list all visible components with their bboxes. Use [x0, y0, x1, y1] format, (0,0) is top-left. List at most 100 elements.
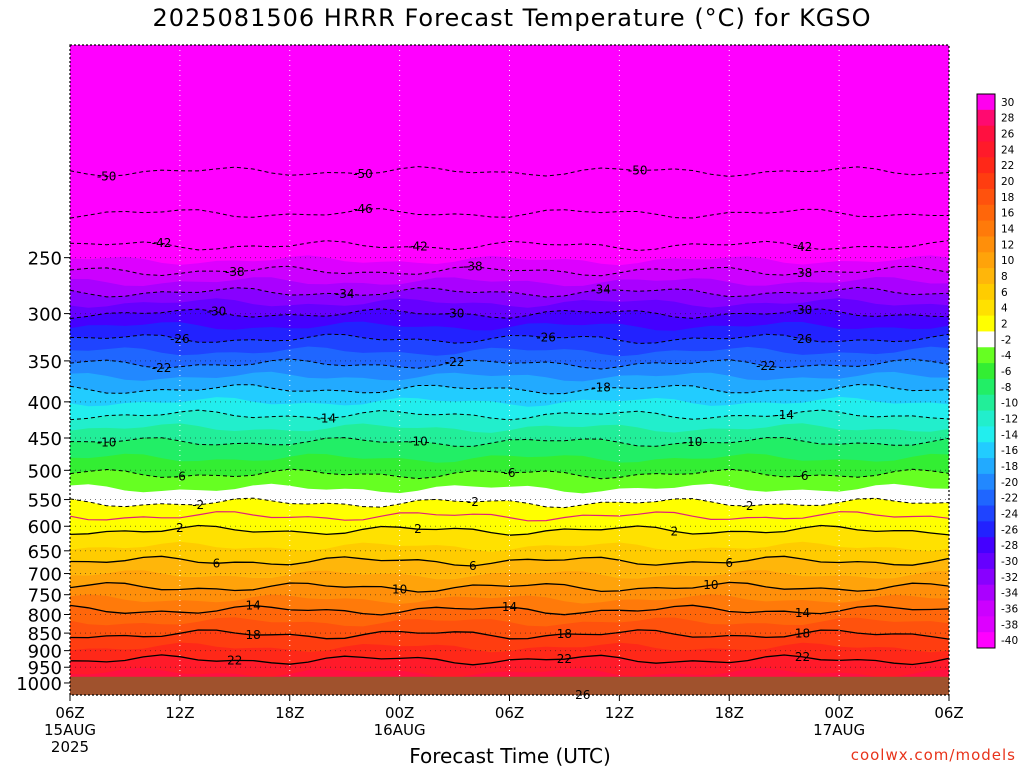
credit-link[interactable]: coolwx.com/models — [850, 746, 1016, 764]
isotherm-label: -22 — [756, 359, 776, 373]
isotherm-label: -50 — [628, 164, 648, 178]
y-tick-label: 600 — [28, 517, 62, 538]
isotherm-label: 6 — [213, 556, 221, 570]
colorbar-label: -4 — [1001, 350, 1012, 362]
colorbar-label: -8 — [1001, 382, 1011, 394]
isotherm-label: 10 — [392, 582, 407, 596]
isotherm-label: -18 — [591, 381, 611, 395]
colorbar-label: 16 — [1001, 208, 1015, 220]
isotherm-label: -30 — [445, 306, 465, 320]
isotherm-label: -30 — [793, 303, 813, 317]
colorbar-label: -6 — [1001, 366, 1012, 378]
isotherm-label: -10 — [97, 435, 117, 449]
x-tick-label: 00Z — [824, 704, 853, 722]
colorbar-swatch — [977, 125, 995, 142]
isotherm-label: -26 — [793, 332, 813, 346]
isotherm-label: 26 — [575, 688, 590, 702]
colorbar-label: 22 — [1001, 160, 1014, 172]
colorbar-label: -38 — [1001, 619, 1018, 631]
colorbar-swatch — [977, 473, 995, 491]
colorbar-label: 18 — [1001, 192, 1014, 204]
isotherm-label: -38 — [793, 266, 813, 280]
colorbar-label: 2 — [1001, 319, 1008, 331]
isotherm-label: 18 — [795, 626, 810, 640]
colorbar-label: 24 — [1001, 144, 1015, 156]
colorbar-swatch — [977, 315, 995, 332]
colorbar-label: -34 — [1001, 588, 1018, 600]
axes: 2503003504004505005506006507007508008509… — [16, 44, 964, 756]
y-tick-label: 950 — [28, 658, 62, 679]
isotherm-label: -50 — [353, 167, 373, 181]
x-tick-label: 2025 — [51, 738, 89, 756]
isotherm-label: -6 — [797, 469, 809, 483]
isotherm-label: -6 — [174, 470, 186, 484]
isotherm-label: -2 — [467, 495, 479, 509]
colorbar-label: 6 — [1001, 287, 1008, 299]
colorbar-swatch — [977, 616, 995, 633]
colorbar-label: -26 — [1001, 524, 1018, 536]
colorbar-swatch — [977, 157, 995, 174]
isotherm-label: -50 — [97, 170, 117, 184]
colorbar-label: 8 — [1001, 271, 1008, 283]
y-tick-label: 800 — [28, 606, 62, 627]
colorbar-swatch — [977, 236, 995, 253]
isotherm-label: 18 — [245, 628, 260, 642]
colorbar-label: -30 — [1001, 556, 1018, 568]
isotherm-label: -22 — [445, 355, 465, 369]
x-tick-label: 06Z — [934, 704, 963, 722]
isotherm-line — [70, 286, 949, 298]
x-tick-label: 06Z — [55, 704, 84, 722]
isotherm-label: 14 — [502, 600, 517, 614]
colorbar-swatch — [977, 553, 995, 570]
colorbar-label: -16 — [1001, 445, 1018, 457]
y-tick-label: 250 — [28, 249, 62, 270]
colorbar-label: -32 — [1001, 572, 1018, 584]
colorbar-swatch — [977, 299, 995, 317]
isotherm-label: 14 — [795, 606, 810, 620]
isotherm-label: -10 — [683, 435, 703, 449]
isotherm-line — [70, 166, 949, 178]
chart-title: 2025081506 HRRR Forecast Temperature (°C… — [152, 4, 872, 32]
colorbar-swatch — [977, 283, 995, 301]
colorbar-label: -12 — [1001, 413, 1018, 425]
y-tick-label: 700 — [28, 565, 62, 586]
isotherm-label: 14 — [245, 598, 260, 612]
y-tick-label: 500 — [28, 461, 62, 482]
colorbar-label: -14 — [1001, 429, 1018, 441]
y-tick-label: 850 — [28, 624, 62, 645]
colorbar-swatch — [977, 347, 995, 364]
x-tick-label: 16AUG — [374, 721, 426, 739]
isotherm-label: -34 — [335, 287, 355, 301]
colorbar-label: 10 — [1001, 255, 1014, 267]
x-tick-label: 18Z — [275, 704, 304, 722]
colorbar-label: 4 — [1001, 303, 1008, 315]
isotherm-label: -42 — [152, 236, 172, 250]
isotherm-label: 2 — [670, 524, 678, 538]
colorbar-swatch — [977, 252, 995, 269]
colorbar-swatch — [977, 489, 995, 507]
isotherm-label: -2 — [192, 498, 204, 512]
isotherm-label: 6 — [725, 556, 733, 570]
colorbar-frame — [976, 93, 996, 649]
isotherm-label: -14 — [774, 408, 794, 422]
colorbar-label: 14 — [1001, 224, 1015, 236]
isotherm-label: -6 — [504, 466, 516, 480]
x-tick-label: 17AUG — [813, 721, 865, 739]
isotherm-line — [70, 208, 949, 219]
isotherm-label: 22 — [795, 650, 810, 664]
x-tick-label: 15AUG — [44, 721, 96, 739]
colorbar-label: -18 — [1001, 461, 1018, 473]
ground-fill — [70, 676, 949, 695]
isotherm-label: -14 — [317, 411, 337, 425]
isotherm-line — [70, 629, 949, 640]
colorbar-swatch — [977, 442, 995, 459]
colorbar-swatch — [977, 568, 995, 586]
isotherm-line — [70, 437, 949, 447]
colorbar-swatch — [977, 505, 995, 522]
colorbar: 30 28 26 24 22 20 18 16 14 12 10 8 6 4 2 -2 -4 -6 -8 -10 -12… — [976, 93, 1018, 649]
colorbar-swatch — [977, 268, 995, 285]
colorbar-swatch — [977, 426, 995, 443]
colorbar-swatch — [977, 141, 995, 158]
colorbar-swatch — [977, 458, 995, 475]
